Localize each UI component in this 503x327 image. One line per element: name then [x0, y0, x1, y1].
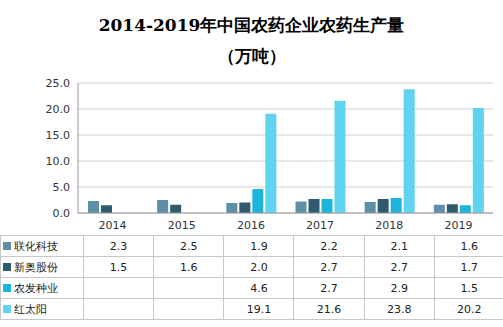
html-text:1.7: 1.7 — [460, 260, 479, 274]
html-text:1.6: 1.6 — [460, 239, 479, 253]
html-text:2.3: 2.3 — [109, 239, 128, 253]
svg-text:2016: 2016 — [237, 219, 265, 232]
html-text:红太阳: 红太阳 — [14, 302, 47, 316]
html-text:20.2: 20.2 — [457, 302, 482, 316]
html-text:农发种业: 农发种业 — [14, 281, 58, 295]
html-text:19.1: 19.1 — [246, 302, 272, 316]
html-text:1.5: 1.5 — [460, 281, 479, 295]
svg-text:20.0: 20.0 — [46, 103, 71, 116]
svg-text:2014: 2014 — [99, 219, 127, 232]
html-text:2.7: 2.7 — [390, 260, 408, 274]
html-text:1.5: 1.5 — [109, 260, 128, 274]
svg-text:2018: 2018 — [375, 219, 403, 232]
html-text:2.7: 2.7 — [320, 281, 338, 295]
svg-text:5.0: 5.0 — [53, 181, 71, 194]
svg-text:0.0: 0.0 — [53, 207, 71, 220]
html-text:（万吨）: （万吨） — [217, 46, 286, 66]
html-text:2.1: 2.1 — [390, 239, 408, 253]
html-text:23.8: 23.8 — [387, 302, 412, 316]
html-text:1.9: 1.9 — [250, 239, 268, 253]
html-text:新奥股份: 新奥股份 — [14, 260, 58, 274]
html-text:21.6: 21.6 — [316, 302, 342, 316]
html-text:联化科技: 联化科技 — [14, 239, 58, 253]
svg-text:2015: 2015 — [168, 219, 196, 232]
svg-text:2019: 2019 — [444, 219, 472, 232]
svg-text:25.0: 25.0 — [46, 77, 71, 90]
html-text:2.5: 2.5 — [180, 239, 198, 253]
svg-text:15.0: 15.0 — [46, 129, 71, 142]
html-text:2014-2019年中国农药企业农药生产量: 2014-2019年中国农药企业农药生产量 — [98, 15, 405, 35]
html-text:4.6: 4.6 — [250, 281, 268, 295]
svg-text:2017: 2017 — [306, 219, 334, 232]
html-text:2.9: 2.9 — [390, 281, 408, 295]
html-text:2.0: 2.0 — [250, 260, 268, 274]
html-text:2.7: 2.7 — [320, 260, 338, 274]
svg-text:10.0: 10.0 — [46, 155, 71, 168]
html-text:2.2: 2.2 — [320, 239, 338, 253]
html-text:1.6: 1.6 — [180, 260, 198, 274]
